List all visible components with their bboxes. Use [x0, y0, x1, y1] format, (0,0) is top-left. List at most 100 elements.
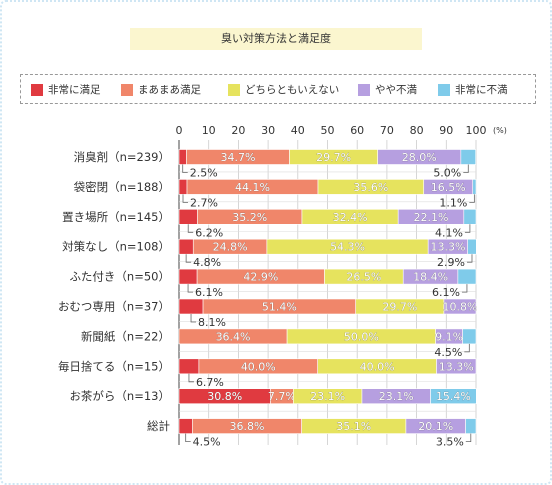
bar-segment — [462, 328, 477, 345]
callout-label: 2.9% — [437, 256, 465, 269]
callout-label: 2.7% — [190, 196, 218, 209]
bar-segment — [467, 238, 477, 255]
x-tick-label: 40 — [291, 124, 305, 137]
category-label: 総計 — [147, 419, 170, 433]
x-tick-label: 50 — [321, 124, 335, 137]
legend-swatch — [31, 84, 43, 96]
callout-leader — [188, 373, 194, 383]
data-label: 29.7% — [382, 301, 417, 314]
callout-leader — [185, 254, 192, 263]
data-label: 15.4% — [436, 390, 471, 403]
bar-segment — [443, 298, 477, 315]
x-tick-label: 100 — [466, 124, 487, 137]
legend-label: 非常に不満 — [455, 84, 508, 96]
bar-segment — [178, 268, 198, 285]
data-label: 35.6% — [353, 181, 388, 194]
callout-leader — [182, 164, 188, 173]
data-label: 22.1% — [414, 211, 449, 224]
data-label: 40.0% — [360, 360, 395, 373]
category-label: 毎日捨てる（n=15） — [58, 359, 170, 373]
data-label: 13.3% — [439, 360, 474, 373]
category-label: おむつ専用（n=37） — [58, 300, 170, 314]
callout-leader — [187, 224, 194, 233]
legend-swatch — [438, 84, 450, 96]
callout-label: 2.5% — [190, 167, 218, 180]
bar-segment — [472, 179, 477, 195]
data-label: 28.0% — [402, 151, 437, 164]
callout-leader — [187, 284, 194, 293]
bar-segment — [178, 209, 198, 225]
legend-swatch — [121, 84, 133, 96]
category-label: 置き場所（n=145） — [62, 210, 170, 224]
legend-label: どちらともいえない — [245, 84, 340, 96]
category-label: 消臭剤（n=239） — [74, 150, 170, 164]
data-label: 23.1% — [310, 390, 345, 403]
data-label: 9.1% — [435, 330, 463, 343]
bar-segment — [430, 388, 477, 405]
x-tick-label: 10 — [202, 124, 216, 137]
bar-segment — [178, 179, 188, 195]
legend-label: やや不満 — [375, 84, 417, 96]
category-label: 新聞紙（n=22） — [81, 329, 170, 343]
legend-label: まあまあ満足 — [138, 84, 201, 96]
callout-label: 6.7% — [196, 376, 224, 389]
bar-segment — [465, 418, 477, 434]
x-tick-label: 90 — [439, 124, 453, 137]
callout-leader — [461, 284, 468, 293]
callout-label: 8.1% — [198, 316, 226, 329]
chart-title: 臭い対策方法と満足度 — [221, 32, 331, 45]
data-label: 13.3% — [430, 241, 465, 254]
bar-segment — [178, 358, 200, 375]
data-label: 42.9% — [243, 271, 278, 284]
callout-leader — [190, 314, 197, 323]
legend-swatch — [358, 84, 370, 96]
data-label: 20.1% — [418, 420, 453, 433]
category-label: ふた付き（n=50） — [69, 270, 170, 284]
legend-label: 非常に満足 — [48, 84, 101, 96]
category-label: お茶がら（n=13） — [69, 389, 170, 403]
legend-swatch — [228, 84, 240, 96]
data-label: 10.8% — [442, 301, 477, 314]
callout-leader — [466, 254, 473, 263]
callout-leader — [464, 224, 471, 233]
callout-label: 6.1% — [195, 286, 223, 299]
bar-segment — [178, 418, 193, 434]
callout-leader — [185, 433, 191, 442]
data-label: 54.3% — [330, 241, 365, 254]
bar-segment — [178, 149, 187, 165]
x-tick-label: 60 — [350, 124, 364, 137]
data-label: 24.8% — [213, 241, 248, 254]
x-tick-label: 0 — [176, 124, 183, 137]
callout-leader — [469, 194, 475, 203]
callout-label: 6.2% — [195, 226, 223, 239]
data-label: 50.0% — [344, 330, 379, 343]
callout-label: 3.5% — [436, 436, 464, 449]
bar-segment — [460, 149, 477, 165]
data-label: 30.8% — [207, 390, 242, 403]
callout-label: 4.8% — [193, 256, 221, 269]
callout-leader — [182, 194, 189, 203]
data-label: 51.4% — [262, 301, 297, 314]
x-tick-label: 80 — [410, 124, 424, 137]
bar-segment — [463, 209, 477, 225]
data-label: 18.4% — [413, 271, 448, 284]
legend: 非常に満足 まあまあ満足 どちらともいえない やや不満 非常に不満 — [20, 74, 536, 104]
bar-segment — [436, 358, 477, 375]
callout-label: 6.1% — [432, 286, 460, 299]
x-unit-label: (%) — [493, 126, 507, 135]
data-label: 34.7% — [220, 151, 255, 164]
callout-label: 4.5% — [193, 436, 221, 449]
callout-label: 1.1% — [439, 196, 467, 209]
data-label: 35.1% — [336, 420, 371, 433]
data-label: 29.7% — [316, 151, 351, 164]
data-label: 36.4% — [216, 330, 251, 343]
data-label: 26.5% — [346, 271, 381, 284]
data-label: 35.2% — [232, 211, 267, 224]
x-tick-label: 70 — [380, 124, 394, 137]
data-label: 40.0% — [241, 360, 276, 373]
category-label: 袋密閉（n=188） — [74, 180, 170, 194]
x-tick-label: 20 — [231, 124, 245, 137]
callout-leader — [463, 164, 469, 173]
data-label: 23.1% — [379, 390, 414, 403]
